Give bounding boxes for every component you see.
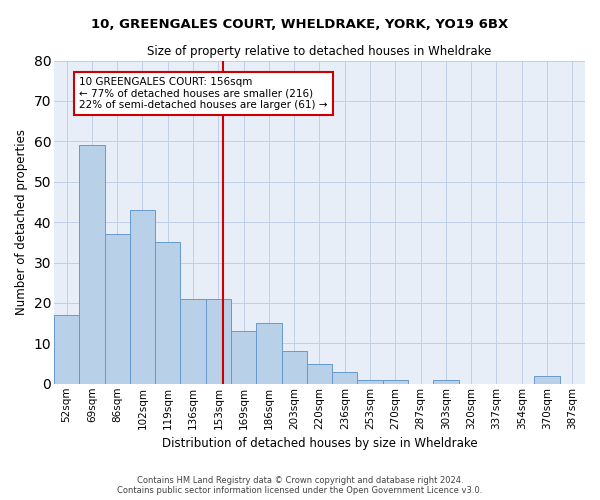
Y-axis label: Number of detached properties: Number of detached properties (15, 129, 28, 315)
Bar (307, 364, 332, 384)
Bar (206, 299, 231, 384)
Title: Size of property relative to detached houses in Wheldrake: Size of property relative to detached ho… (147, 45, 491, 58)
Bar (231, 331, 256, 384)
Bar (104, 234, 130, 384)
Bar (54, 315, 79, 384)
Bar (155, 242, 181, 384)
X-axis label: Distribution of detached houses by size in Wheldrake: Distribution of detached houses by size … (161, 437, 477, 450)
Bar (358, 380, 383, 384)
Bar (181, 299, 206, 384)
Bar (130, 210, 155, 384)
Bar (281, 352, 307, 384)
Text: 10, GREENGALES COURT, WHELDRAKE, YORK, YO19 6BX: 10, GREENGALES COURT, WHELDRAKE, YORK, Y… (91, 18, 509, 30)
Bar (433, 380, 458, 384)
Bar (535, 376, 560, 384)
Bar (383, 380, 408, 384)
Bar (332, 372, 358, 384)
Bar (79, 146, 104, 384)
Text: 10 GREENGALES COURT: 156sqm
← 77% of detached houses are smaller (216)
22% of se: 10 GREENGALES COURT: 156sqm ← 77% of det… (79, 76, 328, 110)
Bar (256, 323, 281, 384)
Text: Contains HM Land Registry data © Crown copyright and database right 2024.
Contai: Contains HM Land Registry data © Crown c… (118, 476, 482, 495)
